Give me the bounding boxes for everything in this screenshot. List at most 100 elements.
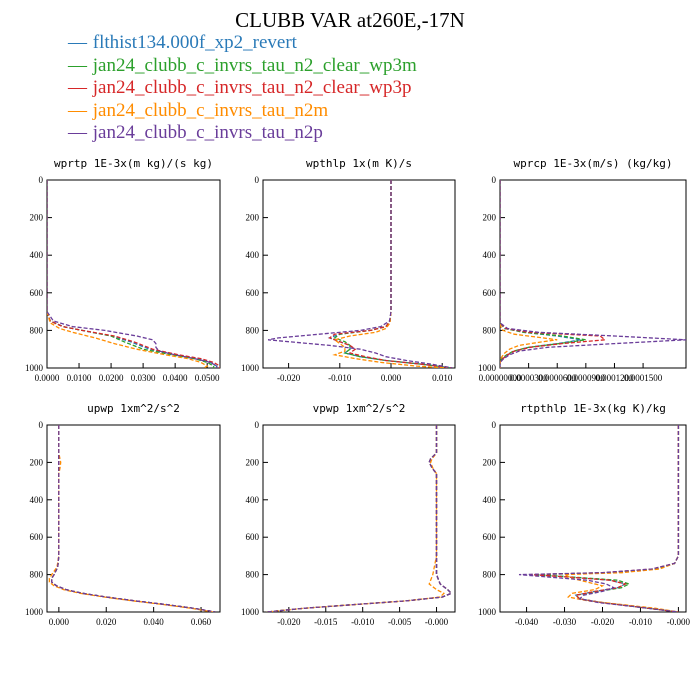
series-line [500, 180, 586, 368]
y-tick-label: 200 [30, 213, 44, 223]
x-tick-label: -0.030 [553, 617, 577, 627]
plot-frame [46, 424, 221, 613]
y-tick-label: 200 [246, 457, 260, 467]
legend-dash-icon: — [68, 77, 87, 98]
legend: — flthist134.000f_xp2_revert — jan24_clu… [68, 32, 417, 145]
series-line [47, 180, 218, 368]
x-tick-label: -0.010 [351, 617, 375, 627]
series-line [564, 425, 680, 612]
y-tick-label: 600 [483, 532, 497, 542]
y-tick-label: 400 [483, 495, 497, 505]
legend-dash-icon: — [68, 32, 87, 53]
x-tick-label: 0.0001500 [624, 373, 663, 383]
x-tick-label: 0.010 [432, 373, 453, 383]
subplot-title: upwp 1xm^2/s^2 [87, 402, 180, 415]
y-tick-label: 400 [246, 250, 260, 260]
subplot-title: wprcp 1E-3x(m/s) (kg/kg) [514, 157, 673, 170]
x-tick-label: 0.0300 [131, 373, 156, 383]
y-tick-label: 200 [30, 457, 44, 467]
plot-frame [499, 424, 687, 613]
figure-title: CLUBB VAR at260E,-17N [235, 8, 465, 32]
x-tick-label: -0.005 [388, 617, 412, 627]
x-tick-label: -0.040 [515, 617, 539, 627]
x-tick-label: -0.010 [629, 617, 653, 627]
y-tick-label: 600 [30, 532, 44, 542]
y-tick-label: 400 [30, 495, 44, 505]
series-line [47, 180, 215, 368]
series-line [500, 180, 582, 368]
y-tick-label: 200 [483, 213, 497, 223]
series-line [51, 425, 216, 612]
y-tick-label: 0 [255, 420, 260, 430]
y-tick-label: 800 [30, 325, 44, 335]
y-tick-label: 800 [246, 325, 260, 335]
series-line [266, 425, 453, 612]
x-tick-label: -0.020 [277, 373, 301, 383]
y-tick-label: 400 [483, 250, 497, 260]
x-tick-label: 0.0000 [35, 373, 60, 383]
y-tick-label: 600 [246, 288, 260, 298]
x-tick-label: -0.020 [591, 617, 615, 627]
x-tick-label: 0.00000000 [479, 373, 522, 383]
legend-label: jan24_clubb_c_invrs_tau_n2p [92, 122, 323, 143]
legend-item: — jan24_clubb_c_invrs_tau_n2_clear_wp3m [68, 55, 417, 78]
y-tick-label: 600 [30, 288, 44, 298]
plot-frame [499, 179, 687, 369]
y-tick-label: 800 [483, 570, 497, 580]
series-line [332, 180, 448, 368]
subplot-title: wprtp 1E-3x(m kg)/(s kg) [54, 157, 213, 170]
subplot-title: rtpthlp 1E-3x(kg K)/kg [520, 402, 666, 415]
x-tick-label: 0.0000900 [567, 373, 606, 383]
x-tick-label: -0.020 [277, 617, 301, 627]
legend-item: — jan24_clubb_c_invrs_tau_n2m [68, 100, 417, 123]
y-tick-label: 0 [255, 175, 260, 185]
x-tick-label: 0.040 [144, 617, 165, 627]
series-line [51, 425, 216, 612]
x-tick-label: 0.0500 [195, 373, 220, 383]
series-line [267, 180, 453, 368]
x-tick-label: -0.000 [425, 617, 449, 627]
x-tick-label: 0.060 [191, 617, 212, 627]
series-line [500, 180, 558, 368]
y-tick-label: 0 [39, 175, 44, 185]
y-tick-label: 1000 [25, 363, 44, 373]
series-line [51, 425, 216, 612]
legend-item: — flthist134.000f_xp2_revert [68, 32, 417, 55]
y-tick-label: 600 [483, 288, 497, 298]
series-line [534, 425, 680, 612]
plot-frame [262, 424, 456, 613]
plot-frame [262, 179, 456, 369]
y-tick-label: 1000 [241, 363, 260, 373]
x-tick-label: 0.020 [96, 617, 117, 627]
x-tick-label: 0.0400 [163, 373, 188, 383]
series-line [48, 425, 214, 612]
legend-item: — jan24_clubb_c_invrs_tau_n2p [68, 122, 417, 145]
x-tick-label: 0.0100 [67, 373, 92, 383]
y-tick-label: 800 [246, 570, 260, 580]
legend-item: — jan24_clubb_c_invrs_tau_n2_clear_wp3p [68, 77, 417, 100]
legend-label: jan24_clubb_c_invrs_tau_n2m [92, 99, 329, 121]
series-line [266, 425, 445, 612]
y-tick-label: 400 [30, 250, 44, 260]
legend-label: jan24_clubb_c_invrs_tau_n2_clear_wp3m [92, 54, 417, 76]
x-tick-label: 0.0200 [99, 373, 124, 383]
legend-dash-icon: — [68, 99, 87, 121]
y-tick-label: 0 [492, 420, 497, 430]
legend-dash-icon: — [68, 122, 87, 143]
series-line [500, 180, 686, 368]
x-tick-label: 0.0000300 [509, 373, 548, 383]
y-tick-label: 1000 [25, 607, 44, 617]
y-tick-label: 1000 [478, 363, 497, 373]
series-line [51, 425, 216, 612]
x-tick-label: 0.0001200 [595, 373, 634, 383]
series-line [328, 180, 453, 368]
series-line [47, 180, 218, 368]
subplot-title: wpthlp 1x(m K)/s [306, 157, 412, 170]
y-tick-label: 200 [246, 213, 260, 223]
x-tick-label: 0.000 [381, 373, 402, 383]
subplot-title: vpwp 1xm^2/s^2 [313, 402, 406, 415]
series-line [333, 180, 453, 368]
x-tick-label: -0.000 [667, 617, 691, 627]
y-tick-label: 1000 [478, 607, 497, 617]
